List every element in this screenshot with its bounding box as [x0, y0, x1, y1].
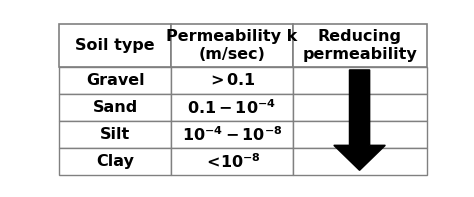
- Text: Gravel: Gravel: [86, 73, 145, 88]
- Bar: [292, 24, 427, 67]
- Bar: [171, 67, 292, 94]
- Bar: [292, 121, 427, 148]
- Text: Reducing
permeability: Reducing permeability: [302, 29, 417, 62]
- Text: Silt: Silt: [100, 127, 130, 142]
- Bar: [171, 148, 292, 175]
- Bar: [59, 24, 171, 67]
- Bar: [59, 94, 171, 121]
- FancyArrow shape: [334, 70, 385, 170]
- Text: $\mathbf{<\!10^{-8}}$: $\mathbf{<\!10^{-8}}$: [203, 152, 261, 171]
- Text: $\mathbf{10^{-4} - 10^{-8}}$: $\mathbf{10^{-4} - 10^{-8}}$: [182, 125, 282, 144]
- Bar: [171, 121, 292, 148]
- Bar: [59, 67, 171, 94]
- Bar: [59, 148, 171, 175]
- Bar: [292, 94, 427, 121]
- Bar: [171, 94, 292, 121]
- Bar: [292, 148, 427, 175]
- Text: $\mathbf{0.1 - 10^{-4}}$: $\mathbf{0.1 - 10^{-4}}$: [187, 98, 276, 117]
- Text: $\bf{>0.1}$: $\bf{>0.1}$: [208, 72, 256, 88]
- Bar: [292, 67, 427, 94]
- Text: Clay: Clay: [96, 154, 134, 169]
- Text: Sand: Sand: [92, 100, 138, 115]
- Bar: [59, 121, 171, 148]
- Text: Permeability k
(m/sec): Permeability k (m/sec): [166, 29, 298, 62]
- Bar: [171, 24, 292, 67]
- Text: Soil type: Soil type: [75, 38, 155, 53]
